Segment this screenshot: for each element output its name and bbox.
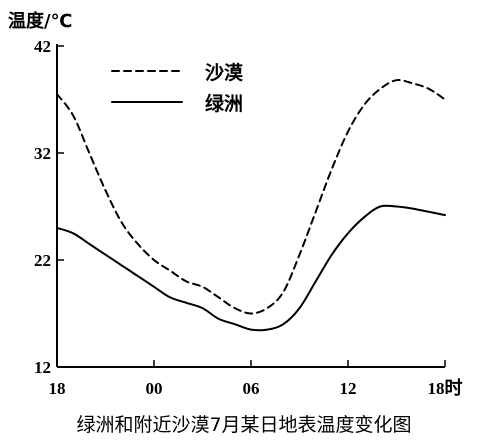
y-ticks: 12 22 32 42 xyxy=(34,37,64,377)
y-tick-label: 12 xyxy=(34,358,51,377)
y-tick-label: 42 xyxy=(34,37,51,56)
x-tick-label: 18 xyxy=(49,379,66,398)
legend: 沙漠 绿洲 xyxy=(111,61,244,115)
x-tick-label: 00 xyxy=(146,379,163,398)
x-tick-label: 12 xyxy=(340,379,357,398)
legend-label-desert: 沙漠 xyxy=(205,61,244,84)
x-tick-label: 06 xyxy=(243,379,260,398)
x-ticks: 18 00 06 12 18时 xyxy=(49,360,463,399)
legend-label-oasis: 绿洲 xyxy=(205,92,243,115)
series-line-oasis xyxy=(56,204,446,332)
chart-caption: 绿洲和附近沙漠7月某日地表温度变化图 xyxy=(76,414,411,436)
x-tick-label: 18时 xyxy=(428,378,463,399)
series-lines xyxy=(56,79,446,332)
x-tick-unit: 时 xyxy=(445,378,463,399)
series-line-desert xyxy=(56,79,446,315)
y-axis-title: 温度/℃ xyxy=(8,10,72,32)
y-tick-label: 22 xyxy=(34,251,51,270)
y-tick-label: 32 xyxy=(34,144,51,163)
